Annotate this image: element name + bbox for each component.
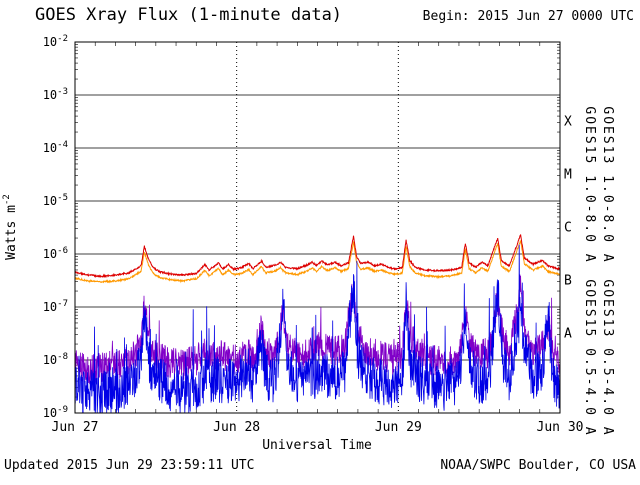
x-tick-label: Jun 30	[537, 420, 584, 435]
flux-class-letter: C	[564, 221, 572, 236]
y-tick-label: 10-3	[43, 87, 68, 102]
series-line-goes13-short	[74, 244, 561, 414]
right-axis-label: GOES13 1.0-8.0 A	[600, 106, 615, 263]
y-tick-label: 10-6	[43, 246, 68, 261]
plot-border	[74, 41, 561, 414]
y-tick-exponent: -8	[57, 352, 68, 362]
y-tick-label: 10-9	[43, 405, 68, 420]
series-line-goes15-long	[74, 234, 561, 279]
y-tick-exponent: -6	[57, 246, 68, 256]
y-axis-title-exponent: -2	[2, 194, 12, 205]
y-tick-exponent: -9	[57, 405, 68, 415]
x-tick-label: Jun 29	[375, 420, 422, 435]
begin-timestamp: Begin: 2015 Jun 27 0000 UTC	[423, 9, 634, 24]
updated-timestamp: Updated 2015 Jun 29 23:59:11 UTC	[4, 458, 254, 473]
y-tick-label: 10-4	[43, 140, 68, 155]
flux-class-letter: M	[564, 168, 572, 183]
y-tick-label: 10-8	[43, 352, 68, 367]
series-line-goes13-long	[74, 239, 561, 284]
y-axis-title: Watts m-2	[2, 194, 19, 260]
y-tick-label: 10-2	[43, 34, 68, 49]
y-tick-exponent: -2	[57, 34, 68, 44]
y-tick-exponent: -3	[57, 87, 68, 97]
y-tick-exponent: -7	[57, 299, 68, 309]
y-tick-label: 10-5	[43, 193, 68, 208]
source-credit: NOAA/SWPC Boulder, CO USA	[440, 458, 636, 473]
right-axis-label: GOES13 0.5-4.0 A	[600, 279, 615, 436]
flux-class-letter: X	[564, 115, 572, 130]
y-tick-exponent: -5	[57, 193, 68, 203]
chart-title: GOES Xray Flux (1-minute data)	[35, 5, 342, 25]
flux-class-letter: A	[564, 327, 572, 342]
y-axis-title-text: Watts m	[4, 205, 19, 260]
x-tick-label: Jun 27	[52, 420, 99, 435]
right-axis-label: GOES15 0.5-4.0 A	[582, 279, 597, 436]
x-axis-title: Universal Time	[262, 438, 372, 453]
right-axis-label: GOES15 1.0-8.0 A	[582, 106, 597, 263]
x-tick-label: Jun 28	[213, 420, 260, 435]
y-tick-label: 10-7	[43, 299, 68, 314]
flux-class-letter: B	[564, 274, 572, 289]
y-tick-exponent: -4	[57, 140, 68, 150]
